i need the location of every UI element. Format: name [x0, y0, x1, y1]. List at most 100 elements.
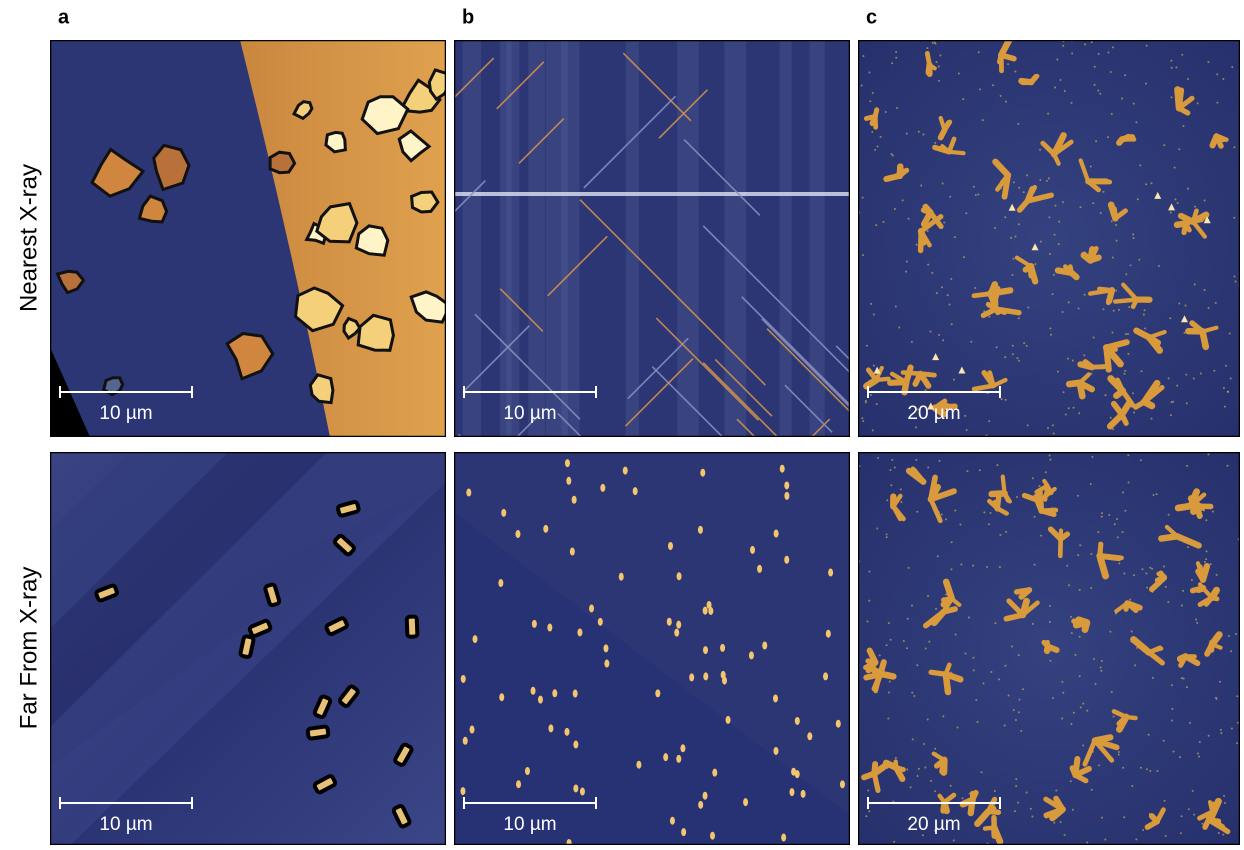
dot [935, 608, 937, 610]
island-arm [1109, 290, 1112, 301]
dot [941, 286, 943, 288]
island-arm [1100, 544, 1101, 556]
particle [501, 509, 506, 517]
dot [1151, 568, 1153, 570]
dot [1074, 654, 1076, 656]
dot [1178, 148, 1180, 150]
dot [1092, 202, 1094, 204]
dot [1174, 167, 1176, 169]
dot [1049, 455, 1051, 457]
dot [1164, 800, 1166, 802]
dot [1086, 841, 1088, 843]
particle [828, 569, 833, 577]
dot [1198, 756, 1200, 758]
dot [883, 221, 885, 223]
dot [950, 785, 952, 787]
dot [895, 757, 897, 759]
island-arm [1178, 90, 1180, 109]
dot [1068, 407, 1070, 409]
dot [925, 648, 927, 650]
dot [1163, 565, 1165, 567]
particle [698, 801, 703, 809]
dot [988, 316, 990, 318]
dot [1224, 406, 1226, 408]
dot [1063, 391, 1065, 393]
dot [1059, 79, 1061, 81]
dot [999, 566, 1001, 568]
island-arm [921, 231, 922, 250]
particle [663, 753, 668, 761]
dot [1182, 125, 1184, 127]
dot [890, 639, 892, 641]
particle [525, 767, 530, 775]
dot [930, 780, 932, 782]
dot [1079, 544, 1081, 546]
island-arm [1006, 615, 1023, 619]
dot [1145, 572, 1147, 574]
particle [836, 720, 841, 728]
dot [1052, 293, 1054, 295]
dot [1208, 307, 1210, 309]
dot [1131, 785, 1133, 787]
dot [996, 346, 998, 348]
dot [1060, 821, 1062, 823]
dot [1094, 84, 1096, 86]
scale-bar-label: 10 µm [503, 403, 556, 424]
dot [1194, 283, 1196, 285]
dot [1128, 306, 1130, 308]
dot [875, 224, 877, 226]
dot [1222, 78, 1224, 80]
dot [1140, 370, 1142, 372]
dot [953, 379, 955, 381]
particle [667, 618, 672, 626]
particle [689, 673, 694, 681]
dot [1171, 684, 1173, 686]
particle [531, 687, 536, 695]
dot [1071, 632, 1073, 634]
dot [990, 671, 992, 673]
dot [1019, 699, 1021, 701]
dot [1023, 342, 1025, 344]
island-arm [985, 828, 994, 829]
dot [1201, 823, 1203, 825]
dot [1101, 516, 1103, 518]
particle [655, 689, 660, 697]
dot [1049, 253, 1051, 255]
dot [1090, 587, 1092, 589]
particle [570, 548, 575, 556]
dot [1124, 510, 1126, 512]
dot [1061, 681, 1063, 683]
dot [1004, 356, 1006, 358]
island-arm [866, 116, 875, 118]
dot [1026, 345, 1028, 347]
dot [1008, 694, 1010, 696]
dot [865, 815, 867, 817]
dot [1084, 43, 1086, 45]
dot [979, 88, 981, 90]
panel-label: c [866, 6, 877, 28]
dot [954, 236, 956, 238]
dot [891, 62, 893, 64]
dot [886, 499, 888, 501]
dot [1149, 567, 1151, 569]
dot [950, 278, 952, 280]
crystal [407, 616, 418, 636]
dot [1040, 241, 1042, 243]
particle [565, 459, 570, 467]
dot [1082, 703, 1084, 705]
dot [927, 595, 929, 597]
dot [1145, 183, 1147, 185]
dot [1104, 838, 1106, 840]
dot [1099, 93, 1101, 95]
dot [964, 415, 966, 417]
dot [1216, 73, 1218, 75]
dot [1109, 631, 1111, 633]
dot [1071, 102, 1073, 104]
dot [1010, 237, 1012, 239]
dot [982, 119, 984, 121]
dot [865, 400, 867, 402]
afm-image: 10 µm [50, 452, 446, 845]
dot [1186, 402, 1188, 404]
dot [1172, 401, 1174, 403]
dot [1218, 832, 1220, 834]
